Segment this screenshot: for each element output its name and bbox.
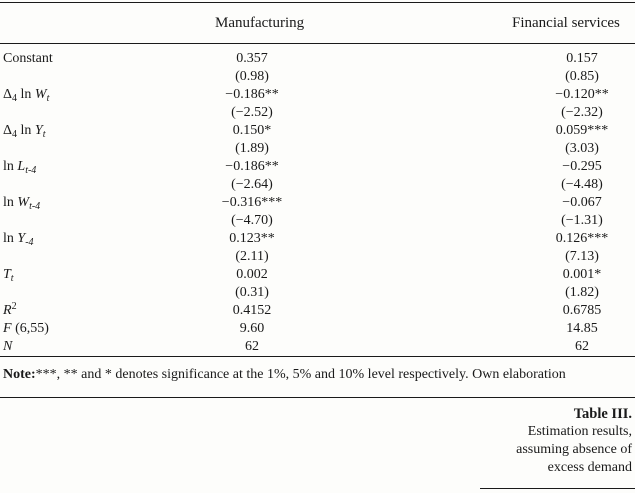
cell-financial-services-tstat: (7.13) (565, 249, 599, 264)
cell-financial-services: 0.126*** (555, 231, 609, 246)
cell-manufacturing-tstat: (−2.52) (231, 105, 273, 120)
cell-manufacturing-tstat: (0.31) (235, 285, 269, 300)
caption-line: excess demand (547, 460, 632, 475)
cell-manufacturing-tstat: (2.11) (235, 249, 269, 264)
table-row: ln Y-4 0.123** 0.126*** (0, 230, 635, 248)
cell-financial-services-tstat: (3.03) (565, 141, 599, 156)
table-row: (−2.64) (−4.48) (0, 176, 635, 194)
cell-manufacturing-tstat: (0.98) (235, 69, 269, 84)
caption-title: Table III. (573, 406, 632, 422)
row-label-ln-l-t4: ln Lt-4 (3, 159, 37, 176)
table-row: Δ4 ln Yt 0.150* 0.059*** (0, 122, 635, 140)
table-row: Δ4 ln Wt −0.186** −0.120** (0, 86, 635, 104)
cell-manufacturing: 62 (245, 339, 259, 354)
table-caption: Table III. Estimation results, assuming … (432, 405, 632, 477)
row-label-constant: Constant (3, 51, 53, 66)
header-rule (0, 43, 635, 44)
cell-manufacturing: −0.186** (225, 87, 279, 102)
column-header-financial-services: Financial services (512, 15, 620, 31)
cell-manufacturing: 0.123** (229, 231, 275, 246)
column-header-manufacturing: Manufacturing (215, 15, 305, 31)
table-row: N 62 62 (0, 338, 635, 356)
row-label-n: N (3, 339, 13, 354)
cell-manufacturing: 0.357 (236, 51, 268, 66)
note-rule (0, 397, 635, 398)
table-row: Tt 0.002 0.001* (0, 266, 635, 284)
caption-line: assuming absence of (516, 442, 632, 457)
row-label-t-t: Tt (3, 267, 14, 284)
table-row: (0.98) (0.85) (0, 68, 635, 86)
row-label-ln-y-4: ln Y-4 (3, 231, 34, 248)
table-row: F (6,55) 9.60 14.85 (0, 320, 635, 338)
note-prefix: Note: (3, 367, 36, 382)
row-label-delta4-ln-wt: Δ4 ln Wt (3, 87, 50, 104)
cell-financial-services-tstat: (−1.31) (561, 213, 603, 228)
cell-manufacturing: −0.316*** (221, 195, 283, 210)
caption-rule (480, 488, 635, 489)
cell-manufacturing-tstat: (−2.64) (231, 177, 273, 192)
cell-financial-services: 0.157 (566, 51, 598, 66)
table-row: Constant 0.357 0.157 (0, 50, 635, 68)
cell-financial-services: 14.85 (566, 321, 598, 336)
cell-financial-services: −0.120** (555, 87, 609, 102)
top-rule (0, 2, 635, 3)
cell-manufacturing: −0.186** (225, 159, 279, 174)
row-label-delta4-ln-yt: Δ4 ln Yt (3, 123, 46, 140)
cell-financial-services: 0.6785 (562, 303, 602, 318)
row-label-ln-w-t4: ln Wt-4 (3, 195, 41, 212)
cell-manufacturing: 0.002 (236, 267, 268, 282)
cell-manufacturing: 0.4152 (232, 303, 272, 318)
cell-manufacturing-tstat: (−4.70) (231, 213, 273, 228)
cell-financial-services-tstat: (0.85) (565, 69, 599, 84)
cell-manufacturing: 9.60 (239, 321, 265, 336)
table-row: (−2.52) (−2.32) (0, 104, 635, 122)
cell-financial-services: 0.001* (562, 267, 602, 282)
table-row: (2.11) (7.13) (0, 248, 635, 266)
row-label-f-stat: F (6,55) (3, 321, 49, 336)
row-label-r-squared: R2 (3, 301, 17, 319)
table-row: (0.31) (1.82) (0, 284, 635, 302)
cell-financial-services: −0.067 (562, 195, 602, 210)
cell-financial-services: 0.059*** (555, 123, 609, 138)
cell-manufacturing-tstat: (1.89) (235, 141, 269, 156)
cell-financial-services: −0.295 (562, 159, 602, 174)
cell-financial-services-tstat: (1.82) (565, 285, 599, 300)
cell-financial-services-tstat: (−2.32) (561, 105, 603, 120)
cell-manufacturing: 0.150* (232, 123, 272, 138)
table-row: (1.89) (3.03) (0, 140, 635, 158)
table-row: ln Wt-4 −0.316*** −0.067 (0, 194, 635, 212)
caption-line: Estimation results, (527, 424, 632, 439)
cell-financial-services: 62 (575, 339, 589, 354)
table-row: ln Lt-4 −0.186** −0.295 (0, 158, 635, 176)
cell-financial-services-tstat: (−4.48) (561, 177, 603, 192)
table-note: Note:***, ** and * denotes significance … (3, 367, 566, 383)
body-bottom-rule (0, 356, 635, 357)
table-row: (−4.70) (−1.31) (0, 212, 635, 230)
note-text: ***, ** and * denotes significance at th… (35, 367, 566, 382)
table-row: R2 0.4152 0.6785 (0, 302, 635, 320)
